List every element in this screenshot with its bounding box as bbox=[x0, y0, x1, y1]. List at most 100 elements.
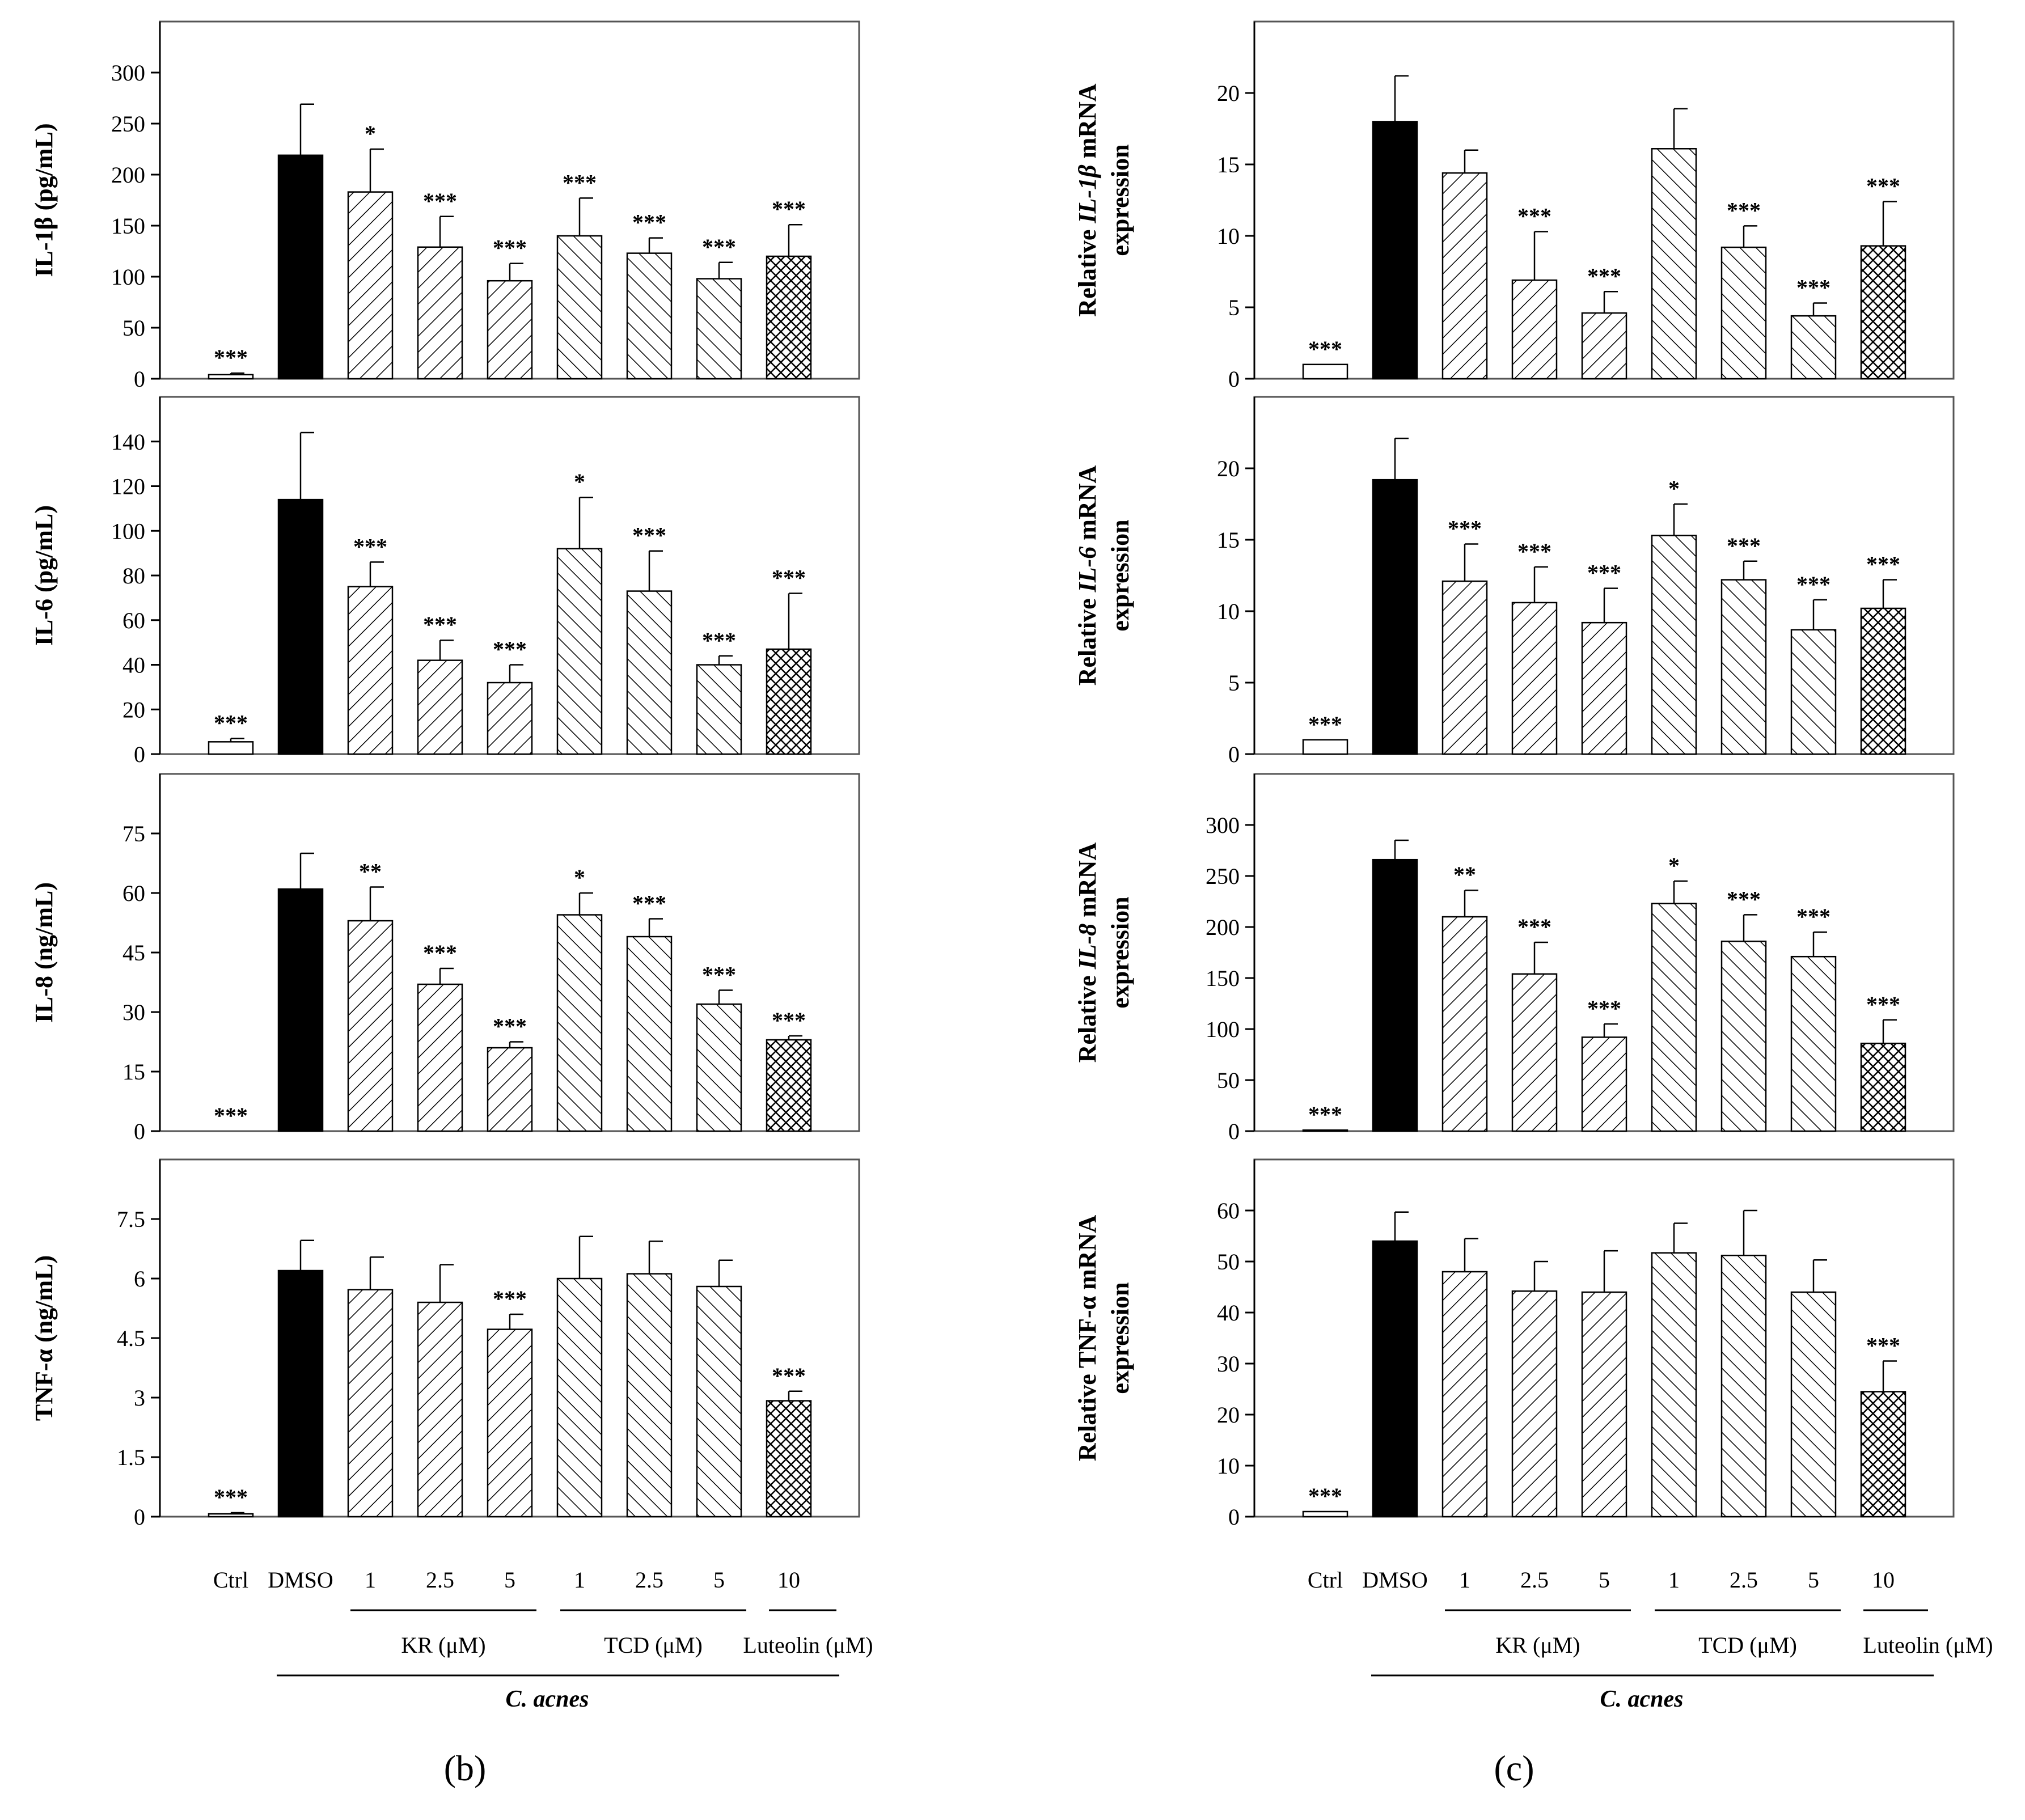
category-label: 2.5 bbox=[426, 1567, 454, 1593]
bar bbox=[1511, 279, 1558, 380]
y-tick-label: 3 bbox=[134, 1385, 145, 1411]
bar bbox=[347, 191, 394, 380]
luteolin-group-label: Luteolin (μM) bbox=[1863, 1632, 1993, 1658]
y-tick-label: 5 bbox=[1228, 295, 1240, 320]
significance-label: *** bbox=[1866, 173, 1900, 199]
y-tick-label: 100 bbox=[111, 264, 145, 290]
bar bbox=[626, 936, 673, 1132]
significance-label: *** bbox=[772, 1363, 806, 1389]
y-axis-label: Relative IL-8 mRNA bbox=[1073, 842, 1101, 1063]
bar bbox=[556, 548, 603, 755]
bar bbox=[1581, 621, 1627, 755]
significance-label: *** bbox=[423, 612, 457, 637]
y-tick-label: 140 bbox=[111, 429, 145, 455]
bar bbox=[1302, 739, 1348, 755]
y-tick-label: 5 bbox=[1228, 670, 1240, 696]
significance-label: *** bbox=[1866, 992, 1900, 1017]
significance-label: *** bbox=[493, 1286, 527, 1311]
bar bbox=[487, 1328, 533, 1518]
category-label: 5 bbox=[713, 1567, 725, 1593]
significance-label: *** bbox=[493, 1014, 527, 1039]
category-label: 5 bbox=[1599, 1567, 1610, 1593]
bar bbox=[1720, 579, 1767, 755]
bar bbox=[347, 920, 394, 1132]
bar bbox=[766, 1400, 812, 1518]
y-axis-label: Relative IL-1β mRNA bbox=[1073, 83, 1101, 316]
significance-label: *** bbox=[702, 962, 736, 988]
significance-label: *** bbox=[214, 1484, 248, 1510]
y-axis-label-line2: expression bbox=[1106, 519, 1134, 631]
bar bbox=[1790, 629, 1837, 755]
bar bbox=[1441, 1271, 1488, 1518]
bar bbox=[626, 1273, 673, 1518]
y-tick-label: 0 bbox=[134, 366, 145, 392]
bar bbox=[1651, 148, 1697, 380]
bar bbox=[696, 1003, 742, 1132]
significance-label: *** bbox=[632, 210, 666, 235]
y-tick-label: 80 bbox=[122, 563, 145, 589]
significance-label: * bbox=[574, 865, 585, 890]
bar bbox=[1441, 172, 1488, 380]
category-label: Ctrl bbox=[1308, 1567, 1343, 1593]
y-tick-label: 50 bbox=[122, 315, 145, 341]
panel-c-x-axis: Ctrl DMSO 1 2.5 5 1 2.5 5 10 KR (μM) TCD… bbox=[1308, 1567, 1993, 1712]
significance-label: *** bbox=[1727, 886, 1761, 912]
y-tick-label: 15 bbox=[1217, 152, 1240, 177]
significance-label: *** bbox=[1308, 712, 1342, 737]
significance-label: *** bbox=[1587, 996, 1621, 1021]
kr-group-label: KR (μM) bbox=[1495, 1632, 1580, 1658]
significance-label: *** bbox=[493, 235, 527, 261]
significance-label: *** bbox=[772, 565, 806, 591]
y-tick-label: 300 bbox=[1206, 812, 1240, 838]
y-tick-label: 60 bbox=[122, 881, 145, 906]
bar bbox=[556, 235, 603, 380]
bar bbox=[208, 374, 254, 380]
y-axis-label: Relative TNF-α mRNA bbox=[1073, 1215, 1101, 1462]
significance-label: *** bbox=[1796, 904, 1830, 929]
significance-label: *** bbox=[772, 1008, 806, 1033]
y-tick-label: 100 bbox=[1206, 1017, 1240, 1042]
bar bbox=[487, 280, 533, 380]
y-axis-label-line2: expression bbox=[1106, 896, 1134, 1008]
bar bbox=[1302, 363, 1348, 380]
significance-label: *** bbox=[493, 637, 527, 662]
y-tick-label: 30 bbox=[1217, 1351, 1240, 1377]
category-label: 2.5 bbox=[635, 1567, 663, 1593]
bar bbox=[556, 1277, 603, 1518]
y-tick-label: 0 bbox=[134, 1119, 145, 1144]
bar bbox=[1581, 312, 1627, 380]
bar bbox=[1790, 315, 1837, 380]
category-label: 2.5 bbox=[1730, 1567, 1758, 1593]
significance-label: *** bbox=[423, 940, 457, 966]
category-label: 5 bbox=[504, 1567, 515, 1593]
organism-label: C. acnes bbox=[506, 1686, 589, 1712]
y-tick-label: 10 bbox=[1217, 223, 1240, 249]
y-tick-label: 20 bbox=[1217, 1402, 1240, 1428]
y-axis-label-line2: expression bbox=[1106, 144, 1134, 256]
significance-label: *** bbox=[423, 188, 457, 214]
bar bbox=[1860, 245, 1906, 380]
bar bbox=[347, 586, 394, 755]
bar bbox=[1511, 602, 1558, 755]
significance-label: *** bbox=[353, 534, 387, 559]
category-label: DMSO bbox=[1362, 1567, 1428, 1593]
category-label: 2.5 bbox=[1520, 1567, 1549, 1593]
y-tick-label: 250 bbox=[1206, 864, 1240, 889]
bar bbox=[1441, 916, 1488, 1132]
category-label: 10 bbox=[1872, 1567, 1895, 1593]
bar bbox=[766, 1039, 812, 1132]
significance-label: ** bbox=[1453, 862, 1476, 887]
bar bbox=[1581, 1036, 1627, 1132]
y-tick-label: 0 bbox=[134, 742, 145, 767]
y-axis-label-line2: expression bbox=[1106, 1282, 1134, 1394]
category-label: 5 bbox=[1808, 1567, 1819, 1593]
y-tick-label: 100 bbox=[111, 518, 145, 544]
y-tick-label: 200 bbox=[1206, 915, 1240, 940]
y-tick-label: 50 bbox=[1217, 1249, 1240, 1275]
category-label: 1 bbox=[365, 1567, 376, 1593]
significance-label: *** bbox=[1308, 1483, 1342, 1509]
bar bbox=[1860, 607, 1906, 755]
